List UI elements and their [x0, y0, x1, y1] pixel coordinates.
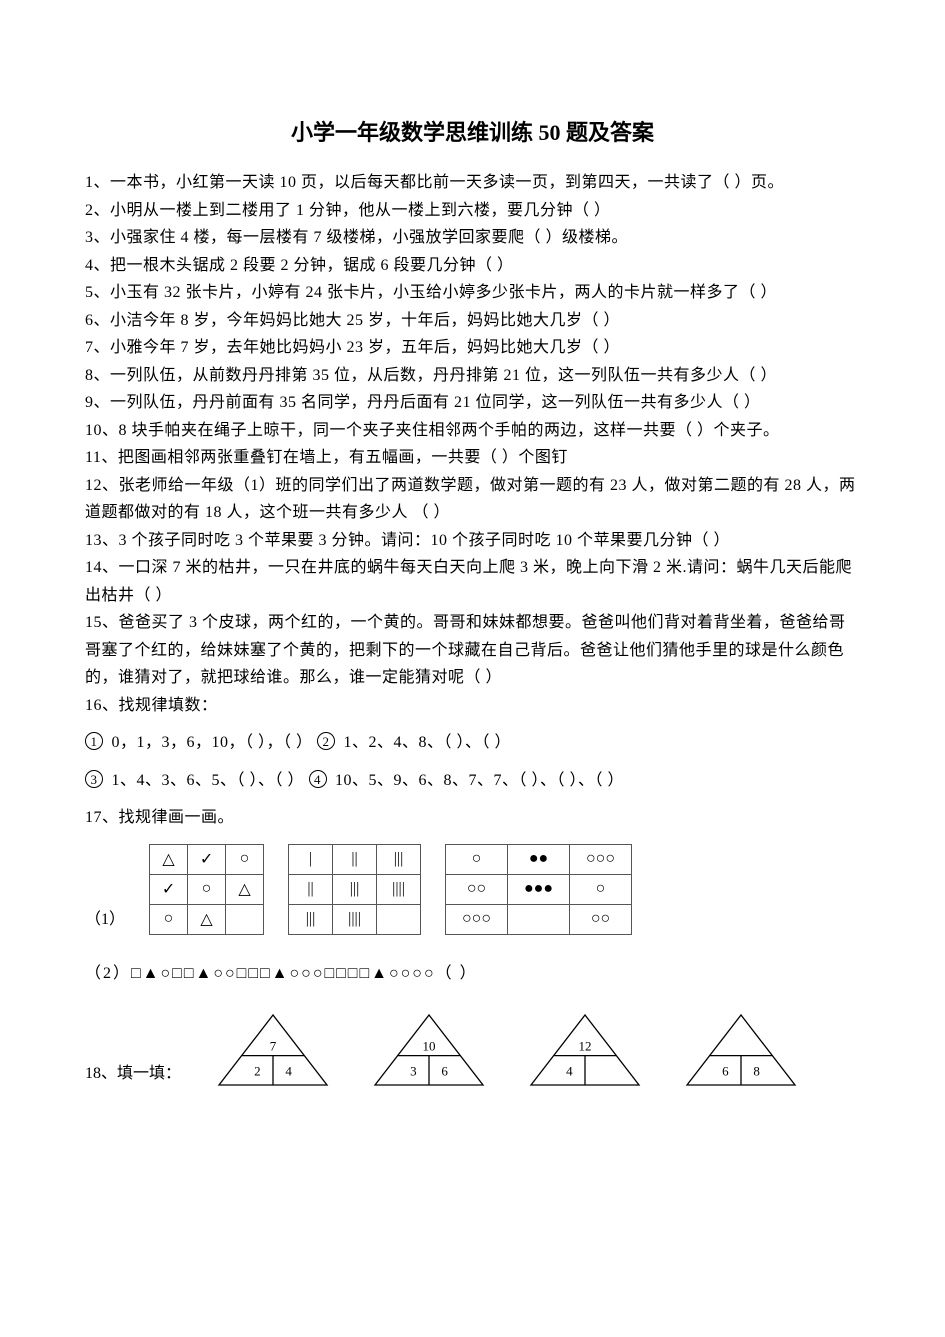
grid-cell: ○	[446, 844, 508, 874]
seq16-row2: 3 1、4、3、6、5、（ ）、（ ） 4 10、5、9、6、8、7、7、（ ）…	[85, 767, 860, 795]
triangle-icon: 10 3 6	[369, 1011, 489, 1089]
question-7: 7、小雅今年 7 岁，去年她比妈妈小 23 岁，五年后，妈妈比她大几岁（ ）	[85, 334, 860, 362]
question-10: 10、8 块手帕夹在绳子上晾干，同一个夹子夹住相邻两个手帕的两边，这样一共要（ …	[85, 417, 860, 445]
triangle-figure: 6 8	[681, 1011, 801, 1089]
grid-cell: ✓	[188, 844, 226, 874]
triangle-figure: 10 3 6	[369, 1011, 489, 1089]
seq16-c: 1、4、3、6、5、（ ）、（ ）	[107, 772, 309, 789]
q17-title: 17、找规律画一画。	[85, 804, 860, 832]
q17-grids: （1） △✓○✓○△○△ |||||||||||||||||||||| ○●●○…	[85, 844, 860, 935]
grid-cell: ●●●	[508, 874, 570, 904]
svg-text:6: 6	[722, 1063, 729, 1078]
grid-cell: ||	[333, 844, 377, 874]
grid-cell: △	[226, 874, 264, 904]
question-list: 1、一本书，小红第一天读 10 页，以后每天都比前一天多读一页，到第四天，一共读…	[85, 169, 860, 719]
grid-cell	[226, 904, 264, 934]
svg-text:8: 8	[753, 1063, 760, 1078]
seq16-a: 0，1，3，6，10，（ ），（ ）	[107, 734, 317, 751]
triangle-figure: 7 2 4	[213, 1011, 333, 1089]
q18-triangles: 7 2 4 10 3 6 12 4 6 8	[213, 1011, 801, 1089]
grid-cell: ||||	[333, 904, 377, 934]
svg-text:10: 10	[423, 1038, 436, 1053]
grid-cell: ✓	[150, 874, 188, 904]
grid-cell: |||	[289, 904, 333, 934]
q17-grid3: ○●●○○○○○●●●○○○○○○	[445, 844, 632, 935]
grid-cell: |	[289, 844, 333, 874]
grid-cell: |||	[377, 844, 421, 874]
seq-marker-2: 2	[317, 732, 335, 750]
question-14: 14、一口深 7 米的枯井，一只在井底的蜗牛每天白天向上爬 3 米，晚上向下滑 …	[85, 554, 860, 609]
question-4: 4、把一根木头锯成 2 段要 2 分钟，锯成 6 段要几分钟（ ）	[85, 252, 860, 280]
svg-text:6: 6	[441, 1063, 448, 1078]
grid-cell: ○	[570, 874, 632, 904]
question-15: 15、爸爸买了 3 个皮球，两个红的，一个黄的。哥哥和妹妹都想要。爸爸叫他们背对…	[85, 609, 860, 692]
seq16-b: 1、2、4、8、（ ）、（ ）	[339, 734, 511, 751]
question-3: 3、小强家住 4 楼，每一层楼有 7 级楼梯，小强放学回家要爬（ ）级楼梯。	[85, 224, 860, 252]
q18-row: 18、填一填： 7 2 4 10 3 6 12 4 6 8	[85, 1011, 860, 1089]
triangle-icon: 12 4	[525, 1011, 645, 1089]
svg-text:4: 4	[285, 1063, 292, 1078]
grid-cell: ○○○	[446, 904, 508, 934]
question-16: 16、找规律填数：	[85, 692, 860, 720]
seq-marker-3: 3	[85, 770, 103, 788]
q17-sub1-label: （1）	[85, 905, 125, 935]
triangle-icon: 7 2 4	[213, 1011, 333, 1089]
grid-cell: ||||	[377, 874, 421, 904]
q17-grid1: △✓○✓○△○△	[149, 844, 264, 935]
question-12: 12、张老师给一年级（1）班的同学们出了两道数学题，做对第一题的有 23 人，做…	[85, 472, 860, 527]
grid-cell: ○○	[570, 904, 632, 934]
grid-cell: ○	[188, 874, 226, 904]
triangle-figure: 12 4	[525, 1011, 645, 1089]
grid-cell: ○○○	[570, 844, 632, 874]
question-2: 2、小明从一楼上到二楼用了 1 分钟，他从一楼上到六楼，要几分钟（ ）	[85, 197, 860, 225]
q18-label: 18、填一填：	[85, 1059, 181, 1089]
triangle-icon: 6 8	[681, 1011, 801, 1089]
question-13: 13、3 个孩子同时吃 3 个苹果要 3 分钟。请问：10 个孩子同时吃 10 …	[85, 527, 860, 555]
grid-cell: △	[150, 844, 188, 874]
page-title: 小学一年级数学思维训练 50 题及答案	[85, 115, 860, 147]
grid-cell: ●●	[508, 844, 570, 874]
svg-text:12: 12	[579, 1038, 592, 1053]
grid-cell	[508, 904, 570, 934]
question-11: 11、把图画相邻两张重叠钉在墙上，有五幅画，一共要（ ）个图钉	[85, 444, 860, 472]
question-8: 8、一列队伍，从前数丹丹排第 35 位，从后数，丹丹排第 21 位，这一列队伍一…	[85, 362, 860, 390]
seq-marker-1: 1	[85, 732, 103, 750]
grid-cell: ○○	[446, 874, 508, 904]
svg-text:7: 7	[270, 1038, 277, 1053]
grid-cell	[377, 904, 421, 934]
svg-text:4: 4	[566, 1063, 573, 1078]
seq16-row1: 1 0，1，3，6，10，（ ），（ ） 2 1、2、4、8、（ ）、（ ）	[85, 729, 860, 757]
question-9: 9、一列队伍，丹丹前面有 35 名同学，丹丹后面有 21 位同学，这一列队伍一共…	[85, 389, 860, 417]
question-1: 1、一本书，小红第一天读 10 页，以后每天都比前一天多读一页，到第四天，一共读…	[85, 169, 860, 197]
question-6: 6、小洁今年 8 岁，今年妈妈比她大 25 岁，十年后，妈妈比她大几岁（ ）	[85, 307, 860, 335]
seq-marker-4: 4	[309, 770, 327, 788]
question-5: 5、小玉有 32 张卡片，小婷有 24 张卡片，小玉给小婷多少张卡片，两人的卡片…	[85, 279, 860, 307]
grid-cell: △	[188, 904, 226, 934]
q17-grid2: ||||||||||||||||||||||	[288, 844, 421, 935]
grid-cell: ○	[150, 904, 188, 934]
svg-text:3: 3	[410, 1063, 417, 1078]
svg-text:2: 2	[254, 1063, 261, 1078]
grid-cell: |||	[333, 874, 377, 904]
seq16-d: 10、5、9、6、8、7、7、（ ）、（ ）、（ ）	[331, 772, 625, 789]
grid-cell: ||	[289, 874, 333, 904]
grid-cell: ○	[226, 844, 264, 874]
q17-sub2: （2）□▲○□□▲○○□□□▲○○○□□□□▲○○○○（ ）	[85, 959, 860, 983]
